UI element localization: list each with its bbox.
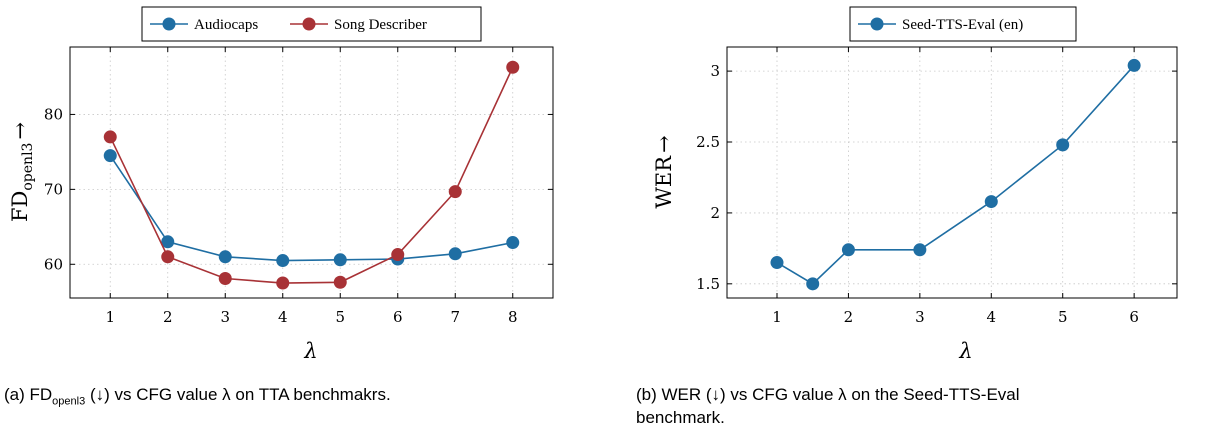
chart-b-grid bbox=[727, 47, 1177, 298]
caption-a-suffix: (↓) vs CFG value λ on TTA benchmakrs. bbox=[85, 385, 391, 404]
caption-a-sub: openl3 bbox=[52, 395, 86, 408]
a-xtick-label: 4 bbox=[278, 308, 288, 326]
chart-a-ylabel: FDopenl3 → bbox=[8, 122, 36, 222]
svg-text:WER→: WER → bbox=[652, 135, 676, 208]
svg-text:FDopenl3→: FDopenl3 → bbox=[8, 122, 36, 222]
legend-marker-song-describer bbox=[302, 17, 316, 31]
legend-marker-audiocaps bbox=[162, 17, 176, 31]
b-series-0-point bbox=[1127, 58, 1141, 72]
a-series-0-point bbox=[161, 235, 175, 249]
chart-b-ylabel-arrow: → bbox=[652, 135, 676, 153]
a-series-1-point bbox=[161, 250, 175, 264]
caption-a-prefix: (a) FD bbox=[4, 385, 53, 404]
b-xtick-label: 6 bbox=[1129, 308, 1139, 326]
chart-a-series bbox=[103, 60, 520, 290]
a-series-0-point bbox=[276, 254, 290, 268]
a-series-line-1 bbox=[109, 66, 514, 284]
legend-marker-seed-tts bbox=[870, 17, 884, 31]
chart-b-ylabel-main: WER bbox=[652, 155, 676, 209]
a-series-1-point bbox=[276, 276, 290, 290]
caption-b-line1: (b) WER (↓) vs CFG value λ on the Seed-T… bbox=[636, 385, 1020, 404]
a-xtick-label: 8 bbox=[508, 308, 518, 326]
chart-a-xlabel: λ bbox=[303, 339, 317, 363]
b-series-0-point bbox=[841, 243, 855, 257]
a-ytick-label: 60 bbox=[44, 255, 63, 273]
chart-a-frame bbox=[69, 46, 554, 299]
chart-a-ylabel-main: FD bbox=[8, 191, 32, 222]
a-series-1-point bbox=[333, 275, 347, 289]
a-series-0-point bbox=[506, 236, 520, 250]
b-xtick-label: 4 bbox=[987, 308, 997, 326]
b-series-0-point bbox=[806, 277, 820, 291]
a-xtick-label: 5 bbox=[335, 308, 345, 326]
b-ytick-label: 3 bbox=[710, 62, 720, 80]
chart-a-ylabel-arrow: → bbox=[8, 122, 32, 140]
a-xtick-label: 7 bbox=[450, 308, 460, 326]
a-series-0-point bbox=[218, 250, 232, 264]
a-series-1-point bbox=[391, 248, 405, 262]
b-series-line-0 bbox=[776, 64, 1135, 285]
b-series-0-point bbox=[913, 243, 927, 257]
chart-a-grid bbox=[70, 47, 553, 298]
a-xtick-label: 6 bbox=[393, 308, 403, 326]
caption-b: (b) WER (↓) vs CFG value λ on the Seed-T… bbox=[636, 383, 1202, 429]
chart-b-series bbox=[770, 58, 1141, 291]
chart-b-xlabel: λ bbox=[958, 339, 972, 363]
caption-b-line2: benchmark. bbox=[636, 408, 725, 427]
b-series-0-point bbox=[984, 195, 998, 209]
a-xtick-label: 1 bbox=[105, 308, 115, 326]
chart-b-legend: Seed-TTS-Eval (en) bbox=[849, 6, 1077, 42]
legend-label-seed-tts: Seed-TTS-Eval (en) bbox=[902, 17, 1023, 33]
b-series-0-point bbox=[1056, 138, 1070, 152]
chart-b: 1 2 3 4 5 6 1.5 2 2.5 3 WER → λ Seed-TTS-Eval (en) bbox=[652, 6, 1178, 363]
chart-a-legend: Audiocaps Song Describer bbox=[141, 6, 482, 42]
chart-a-ylabel-sub: openl3 bbox=[20, 143, 36, 191]
a-series-0-point bbox=[103, 149, 117, 163]
legend-label-audiocaps: Audiocaps bbox=[194, 17, 258, 33]
a-series-1-point bbox=[103, 130, 117, 144]
a-series-1-point bbox=[218, 272, 232, 286]
chart-b-ticks: 1 2 3 4 5 6 1.5 2 2.5 3 bbox=[696, 47, 1177, 326]
a-series-1-point bbox=[506, 60, 520, 74]
a-xtick-label: 3 bbox=[220, 308, 230, 326]
a-xtick-label: 2 bbox=[163, 308, 173, 326]
b-xtick-label: 1 bbox=[772, 308, 782, 326]
a-series-line-0 bbox=[109, 155, 513, 262]
chart-b-ylabel: WER → bbox=[652, 135, 676, 208]
b-ytick-label: 2.5 bbox=[696, 133, 720, 151]
chart-a-ticks: 1 2 3 4 5 6 7 8 60 70 80 bbox=[44, 47, 553, 326]
chart-b-frame bbox=[726, 46, 1178, 299]
b-ytick-label: 2 bbox=[710, 204, 720, 222]
legend-label-song-describer: Song Describer bbox=[334, 17, 427, 33]
b-xtick-label: 5 bbox=[1058, 308, 1068, 326]
b-ytick-label: 1.5 bbox=[696, 275, 720, 293]
caption-a: (a) FDopenl3 (↓) vs CFG value λ on TTA b… bbox=[4, 383, 594, 413]
b-xtick-label: 3 bbox=[915, 308, 925, 326]
a-series-0-point bbox=[333, 253, 347, 267]
a-series-0-point bbox=[448, 247, 462, 261]
b-xtick-label: 2 bbox=[844, 308, 854, 326]
b-series-0-point bbox=[770, 256, 784, 270]
chart-a: 1 2 3 4 5 6 7 8 60 70 80 FDopenl3 → λ Audiocaps Son… bbox=[8, 6, 554, 363]
a-ytick-label: 80 bbox=[44, 105, 63, 123]
a-series-1-point bbox=[448, 185, 462, 199]
a-ytick-label: 70 bbox=[44, 180, 63, 198]
